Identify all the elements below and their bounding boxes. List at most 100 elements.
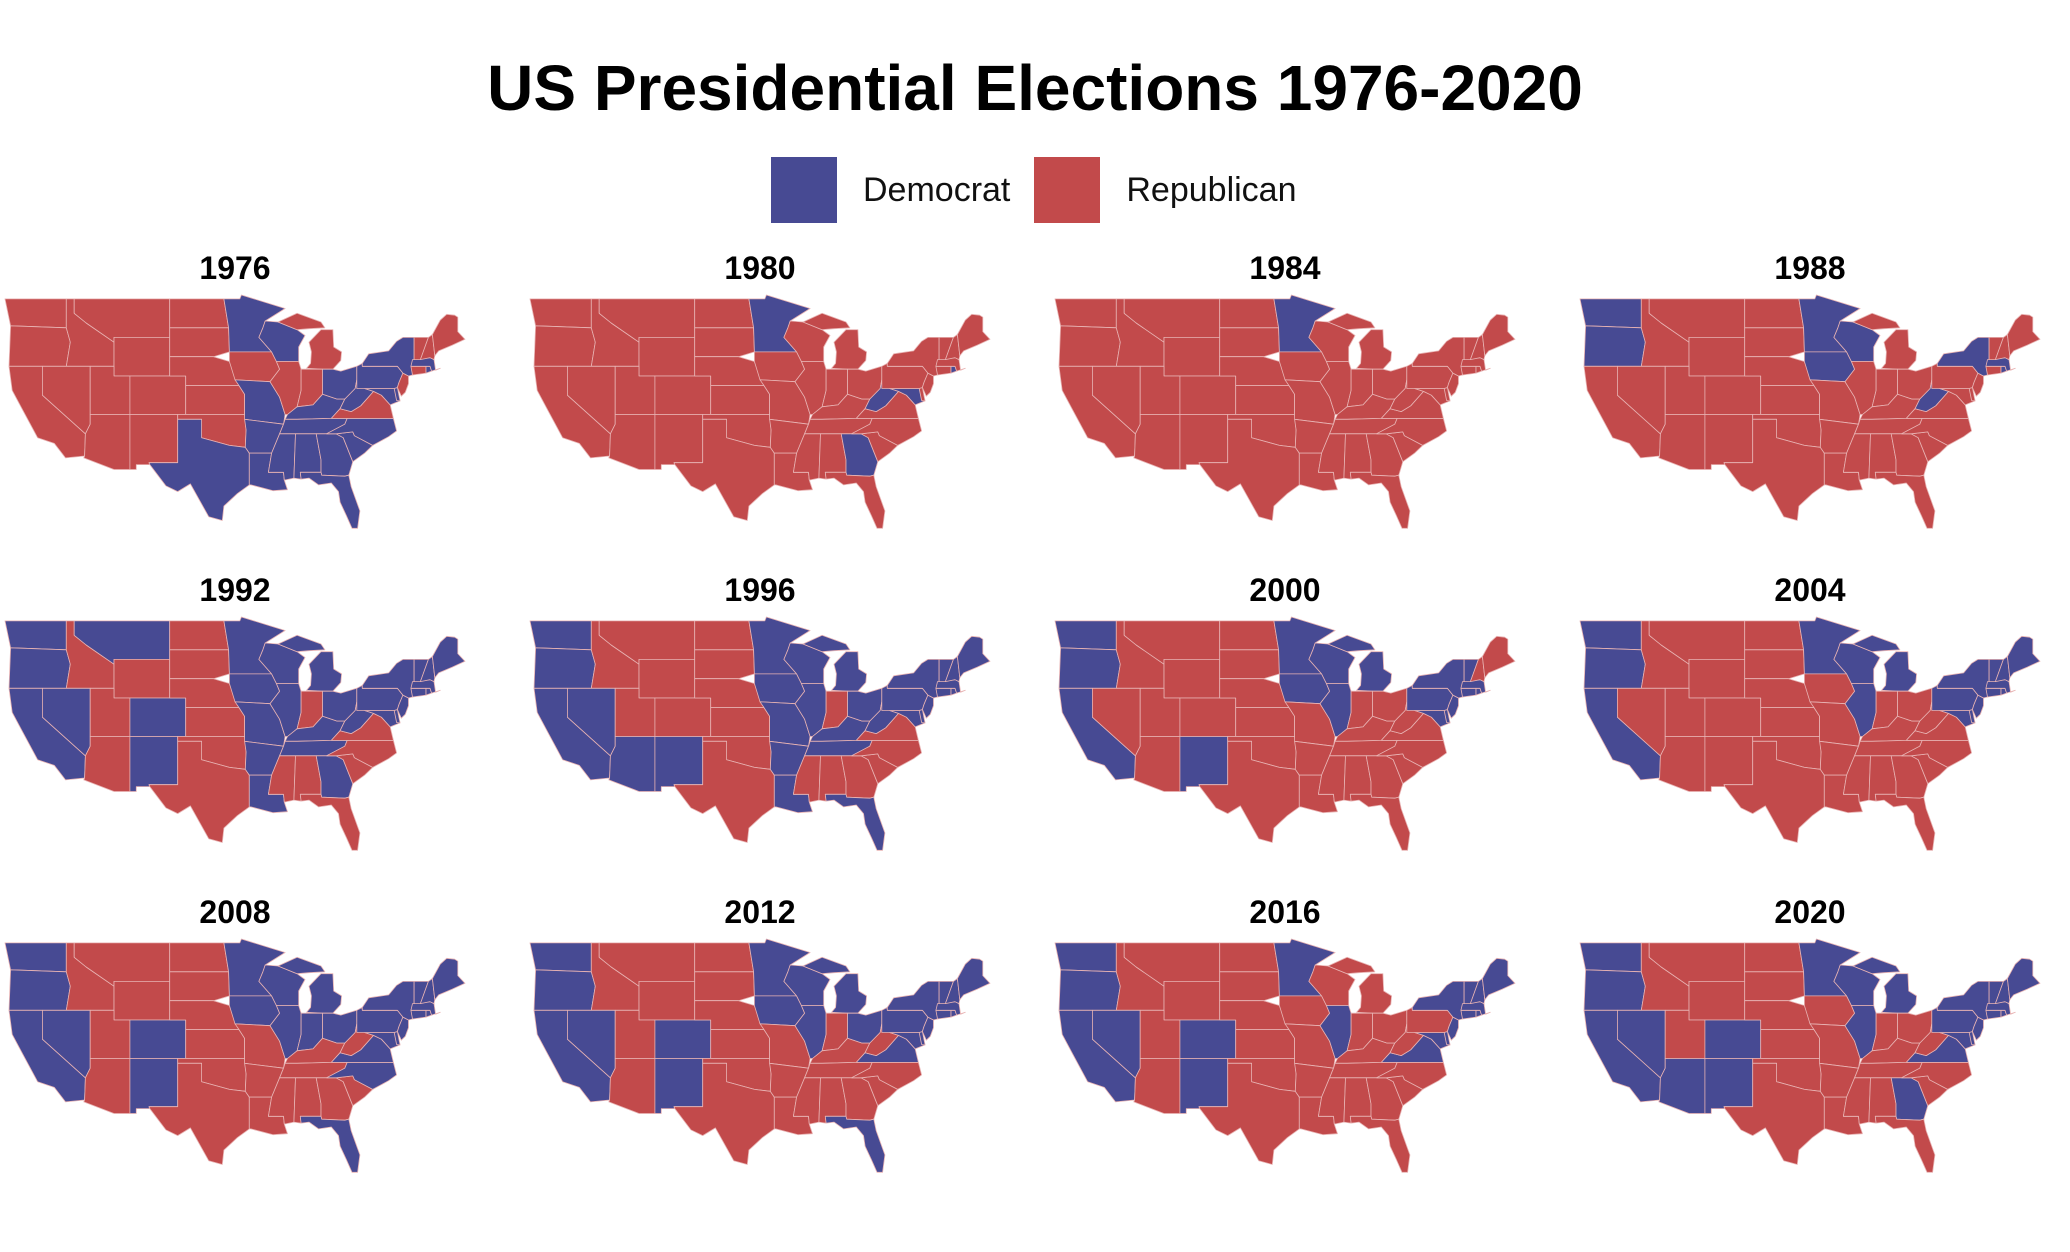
state-ks-2012 [710,1029,771,1059]
state-sd-1992 [169,649,230,680]
state-or-2008 [8,969,71,1011]
state-wi-1984 [1308,320,1356,362]
state-tx-2012 [673,1062,775,1165]
state-miu-2020 [1852,956,1901,975]
state-or-1996 [533,647,596,689]
state-tx-1996 [673,740,775,843]
state-wi-1988 [1833,320,1881,362]
us-map-2020 [1579,938,2041,1173]
state-nc-2016 [1376,1061,1448,1090]
state-wi-1992 [258,642,306,684]
state-mi-2008 [306,973,343,1014]
state-pa-2016 [1406,1007,1454,1033]
state-or-2004 [1583,647,1646,689]
panel-year-1992: 1992 [199,572,271,608]
state-wi-1996 [783,642,831,684]
state-nm-1996 [654,736,704,792]
state-nd-1988 [1744,298,1805,329]
state-miu-2012 [802,956,851,975]
state-pa-2020 [1931,1007,1979,1033]
us-map-1976 [4,294,466,529]
legend-label-democrat: Democrat [863,170,1011,209]
state-or-2012 [533,969,596,1011]
state-tx-1980 [673,418,775,521]
state-az-1976 [83,414,131,470]
state-wy-2016 [1163,981,1221,1021]
state-nm-2016 [1179,1058,1229,1114]
state-fl-1976 [299,471,361,529]
state-sd-2004 [1744,649,1805,680]
state-ct-2016 [1460,1009,1477,1020]
election-panel-1988: 1988 [1575,250,2045,540]
state-mi-2020 [1881,973,1918,1014]
state-nm-1992 [129,736,179,792]
panel-year-2008: 2008 [199,894,271,930]
state-wa-2004 [1579,620,1642,651]
state-wa-2020 [1579,942,1642,973]
state-nc-1992 [326,739,398,768]
state-wy-2020 [1688,981,1746,1021]
state-wa-2000 [1054,620,1117,651]
state-wy-1992 [113,659,171,699]
state-nm-1984 [1179,414,1229,470]
state-ms-2012 [792,1077,821,1125]
state-ms-1980 [792,433,821,481]
state-sd-2000 [1219,649,1280,680]
state-ia-2008 [228,995,281,1027]
state-mi-2004 [1881,651,1918,692]
state-miu-1984 [1327,312,1376,331]
state-nm-2012 [654,1058,704,1114]
panel-year-1988: 1988 [1774,250,1846,286]
state-or-2020 [1583,969,1646,1011]
state-nc-2008 [326,1061,398,1090]
panel-year-1984: 1984 [1249,250,1321,286]
state-mi-1980 [831,329,868,370]
state-nc-2020 [1901,1061,1973,1090]
panel-year-2020: 2020 [1774,894,1846,930]
state-miu-2004 [1852,634,1901,653]
state-miu-1996 [802,634,851,653]
us-map-2008 [4,938,466,1173]
state-ia-1984 [1278,351,1331,383]
state-ms-2000 [1317,755,1346,803]
state-pa-1976 [356,363,404,389]
state-nm-1980 [654,414,704,470]
state-az-1984 [1133,414,1181,470]
state-az-1992 [83,736,131,792]
legend-label-republican: Republican [1126,170,1297,209]
state-ia-1988 [1803,351,1856,383]
state-co-1984 [1179,375,1237,415]
state-sd-1980 [694,327,755,358]
state-nm-1988 [1704,414,1754,470]
state-pa-2004 [1931,685,1979,711]
state-az-1988 [1658,414,1706,470]
state-ks-1996 [710,707,771,737]
state-miu-1980 [802,312,851,331]
us-map-1984 [1054,294,1516,529]
state-nd-2004 [1744,620,1805,651]
state-wy-1984 [1163,337,1221,377]
state-ks-1992 [185,707,246,737]
state-wa-1992 [4,620,67,651]
state-wy-1976 [113,337,171,377]
state-miu-1992 [277,634,326,653]
state-ks-2000 [1235,707,1296,737]
state-wy-1980 [638,337,696,377]
state-mi-2000 [1356,651,1393,692]
state-co-2012 [654,1019,712,1059]
election-panel-2008: 2008 [0,894,470,1184]
state-sd-2020 [1744,971,1805,1002]
state-ct-2020 [1985,1009,2002,1020]
state-mi-1976 [306,329,343,370]
state-mi-2016 [1356,973,1393,1014]
state-me-1988 [2006,313,2041,357]
state-wa-2016 [1054,942,1117,973]
state-me-1992 [431,635,466,679]
state-pa-2012 [881,1007,929,1033]
state-wa-1980 [529,298,592,329]
legend-swatch-democrat [771,157,837,223]
state-ct-1996 [935,687,952,698]
state-wa-1988 [1579,298,1642,329]
state-wy-2008 [113,981,171,1021]
